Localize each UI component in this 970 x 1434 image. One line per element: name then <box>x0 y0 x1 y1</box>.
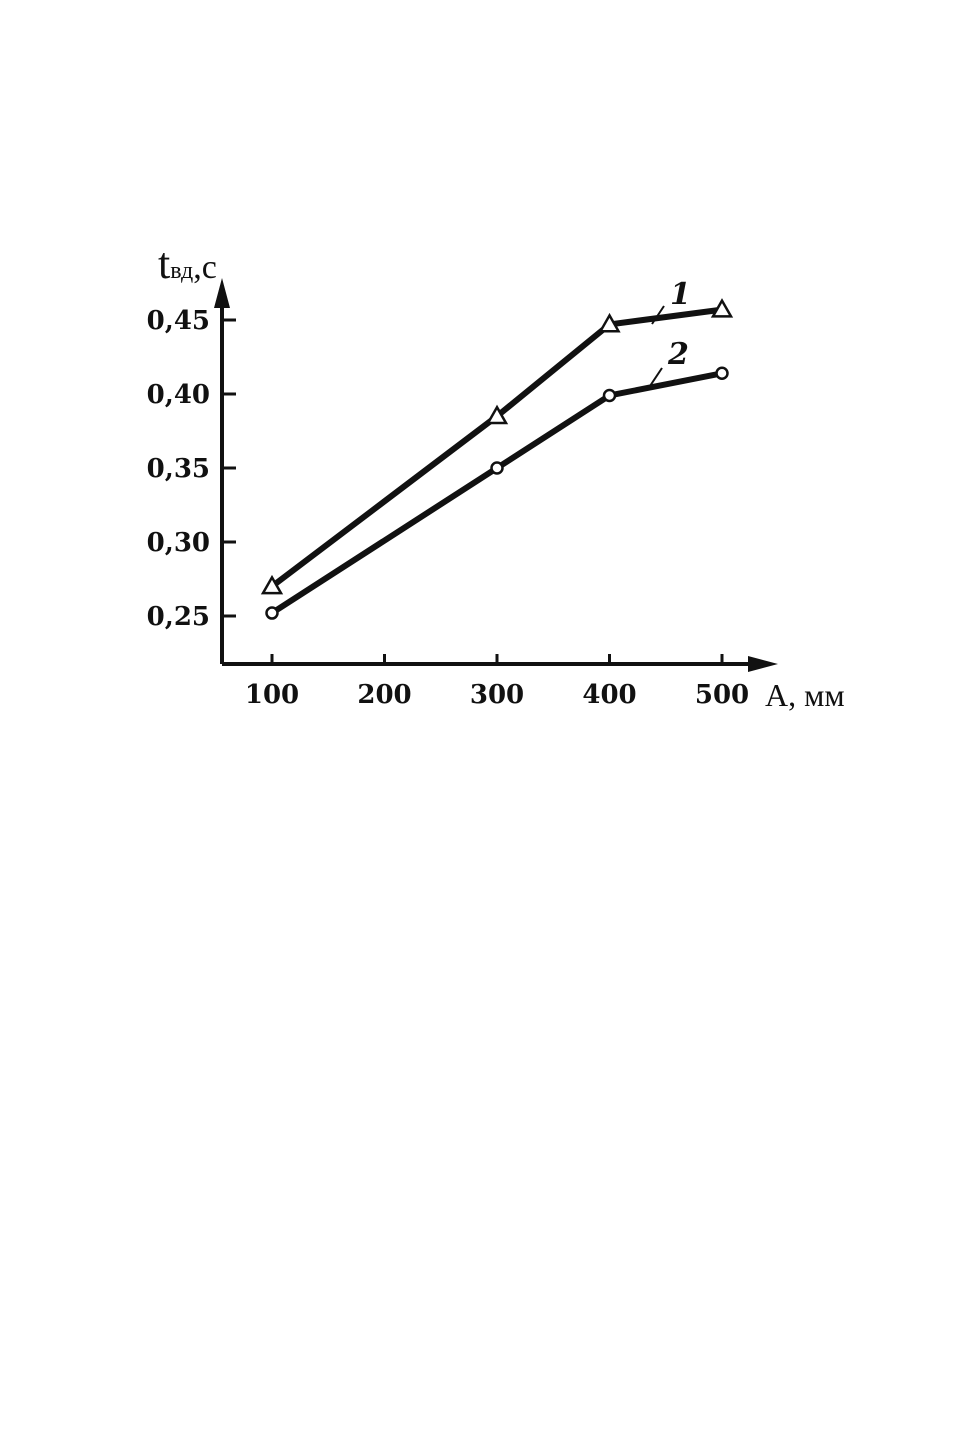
y-ticks: 0,25 0,30 0,35 0,40 0,45 <box>147 306 236 632</box>
y-axis-arrow <box>214 278 230 308</box>
series-label: 1 <box>670 277 691 312</box>
data-point-triangle <box>485 404 509 425</box>
series-line <box>269 370 725 617</box>
data-point-triangle <box>260 574 284 595</box>
series-2: 2 <box>265 337 729 620</box>
y-tick-label: 0,25 <box>147 602 210 632</box>
data-point-circle <box>265 606 279 620</box>
y-tick-label: 0,40 <box>147 380 210 410</box>
series-layer: 12 <box>260 277 734 620</box>
series-label-leader <box>651 305 665 325</box>
y-tick-label: 0,35 <box>147 454 210 484</box>
data-point-circle <box>602 388 617 403</box>
data-point-triangle <box>598 312 621 333</box>
y-axis-title-unit: ,с <box>193 249 217 286</box>
x-tick-label: 100 <box>245 680 299 710</box>
x-tick-label: 200 <box>357 680 411 710</box>
y-axis-title-main: t <box>158 239 170 288</box>
x-tick-label: 400 <box>582 680 636 710</box>
y-axis-title-sub: вд <box>170 258 193 284</box>
y-tick-label: 0,45 <box>147 306 210 336</box>
x-axis-title: А, мм <box>765 677 845 713</box>
y-tick-label: 0,30 <box>147 528 210 558</box>
x-tick-label: 300 <box>470 680 524 710</box>
series-label: 2 <box>667 337 689 372</box>
series-line <box>269 306 725 590</box>
data-point-circle <box>715 366 729 381</box>
data-point-circle <box>490 461 504 475</box>
y-axis-title: tвд,с <box>158 239 217 288</box>
x-ticks: 100 200 300 400 500 <box>245 654 749 710</box>
axes <box>214 278 778 672</box>
x-axis-arrow <box>748 656 778 672</box>
x-tick-label: 500 <box>695 680 749 710</box>
series-label-leader <box>649 367 663 387</box>
data-point-triangle <box>710 298 734 318</box>
series-1: 1 <box>260 277 734 595</box>
